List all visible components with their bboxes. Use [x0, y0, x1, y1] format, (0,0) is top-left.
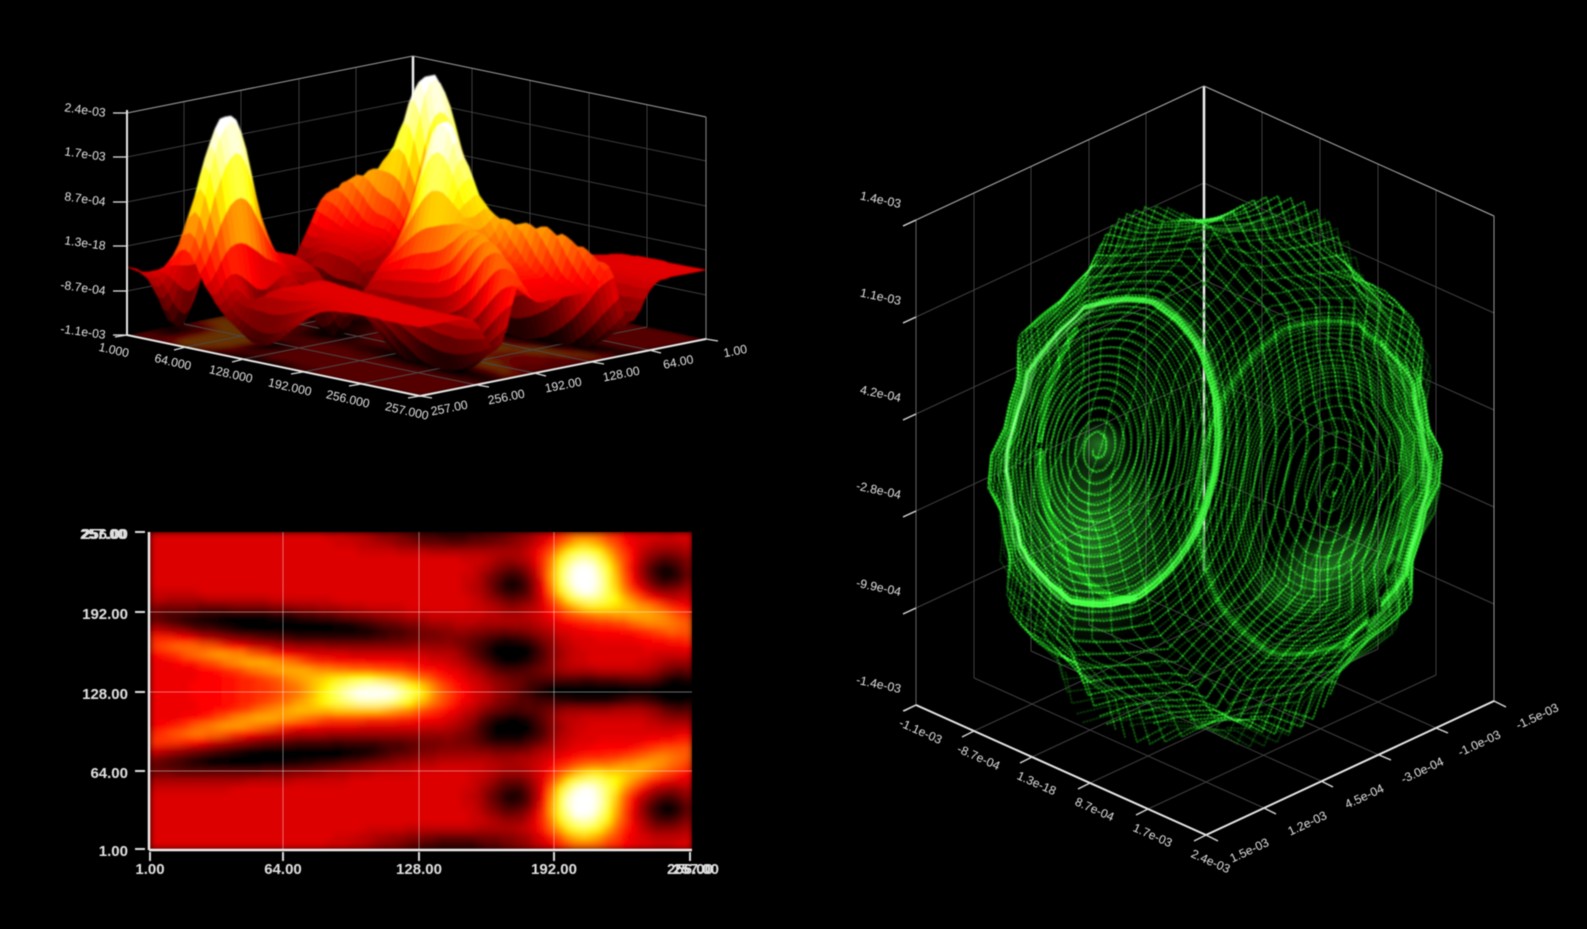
- svg-text:1.00: 1.00: [135, 861, 164, 878]
- svg-text:64.00: 64.00: [264, 861, 302, 878]
- svg-text:64.00: 64.00: [90, 765, 128, 782]
- svg-text:256.00: 256.00: [82, 526, 128, 543]
- svg-text:1.000: 1.000: [97, 340, 130, 361]
- svg-text:8.7e-04: 8.7e-04: [64, 189, 107, 209]
- svg-text:1.7e-03: 1.7e-03: [64, 144, 107, 164]
- svg-text:1.3e-18: 1.3e-18: [64, 233, 107, 253]
- svg-text:64.00: 64.00: [662, 352, 695, 372]
- svg-text:257.00: 257.00: [80, 526, 126, 543]
- svg-text:192.00: 192.00: [82, 606, 128, 623]
- svg-text:-1.1e-03: -1.1e-03: [60, 322, 107, 342]
- svg-text:1.00: 1.00: [99, 843, 128, 860]
- svg-text:-8.7e-04: -8.7e-04: [60, 278, 107, 298]
- svg-text:128.00: 128.00: [82, 686, 128, 703]
- svg-text:257.00: 257.00: [673, 861, 719, 878]
- svg-text:1.00: 1.00: [722, 342, 748, 360]
- svg-text:256.00: 256.00: [667, 861, 713, 878]
- svg-text:2.4e-03: 2.4e-03: [64, 100, 107, 120]
- svg-text:192.00: 192.00: [531, 861, 577, 878]
- svg-text:128.00: 128.00: [396, 861, 442, 878]
